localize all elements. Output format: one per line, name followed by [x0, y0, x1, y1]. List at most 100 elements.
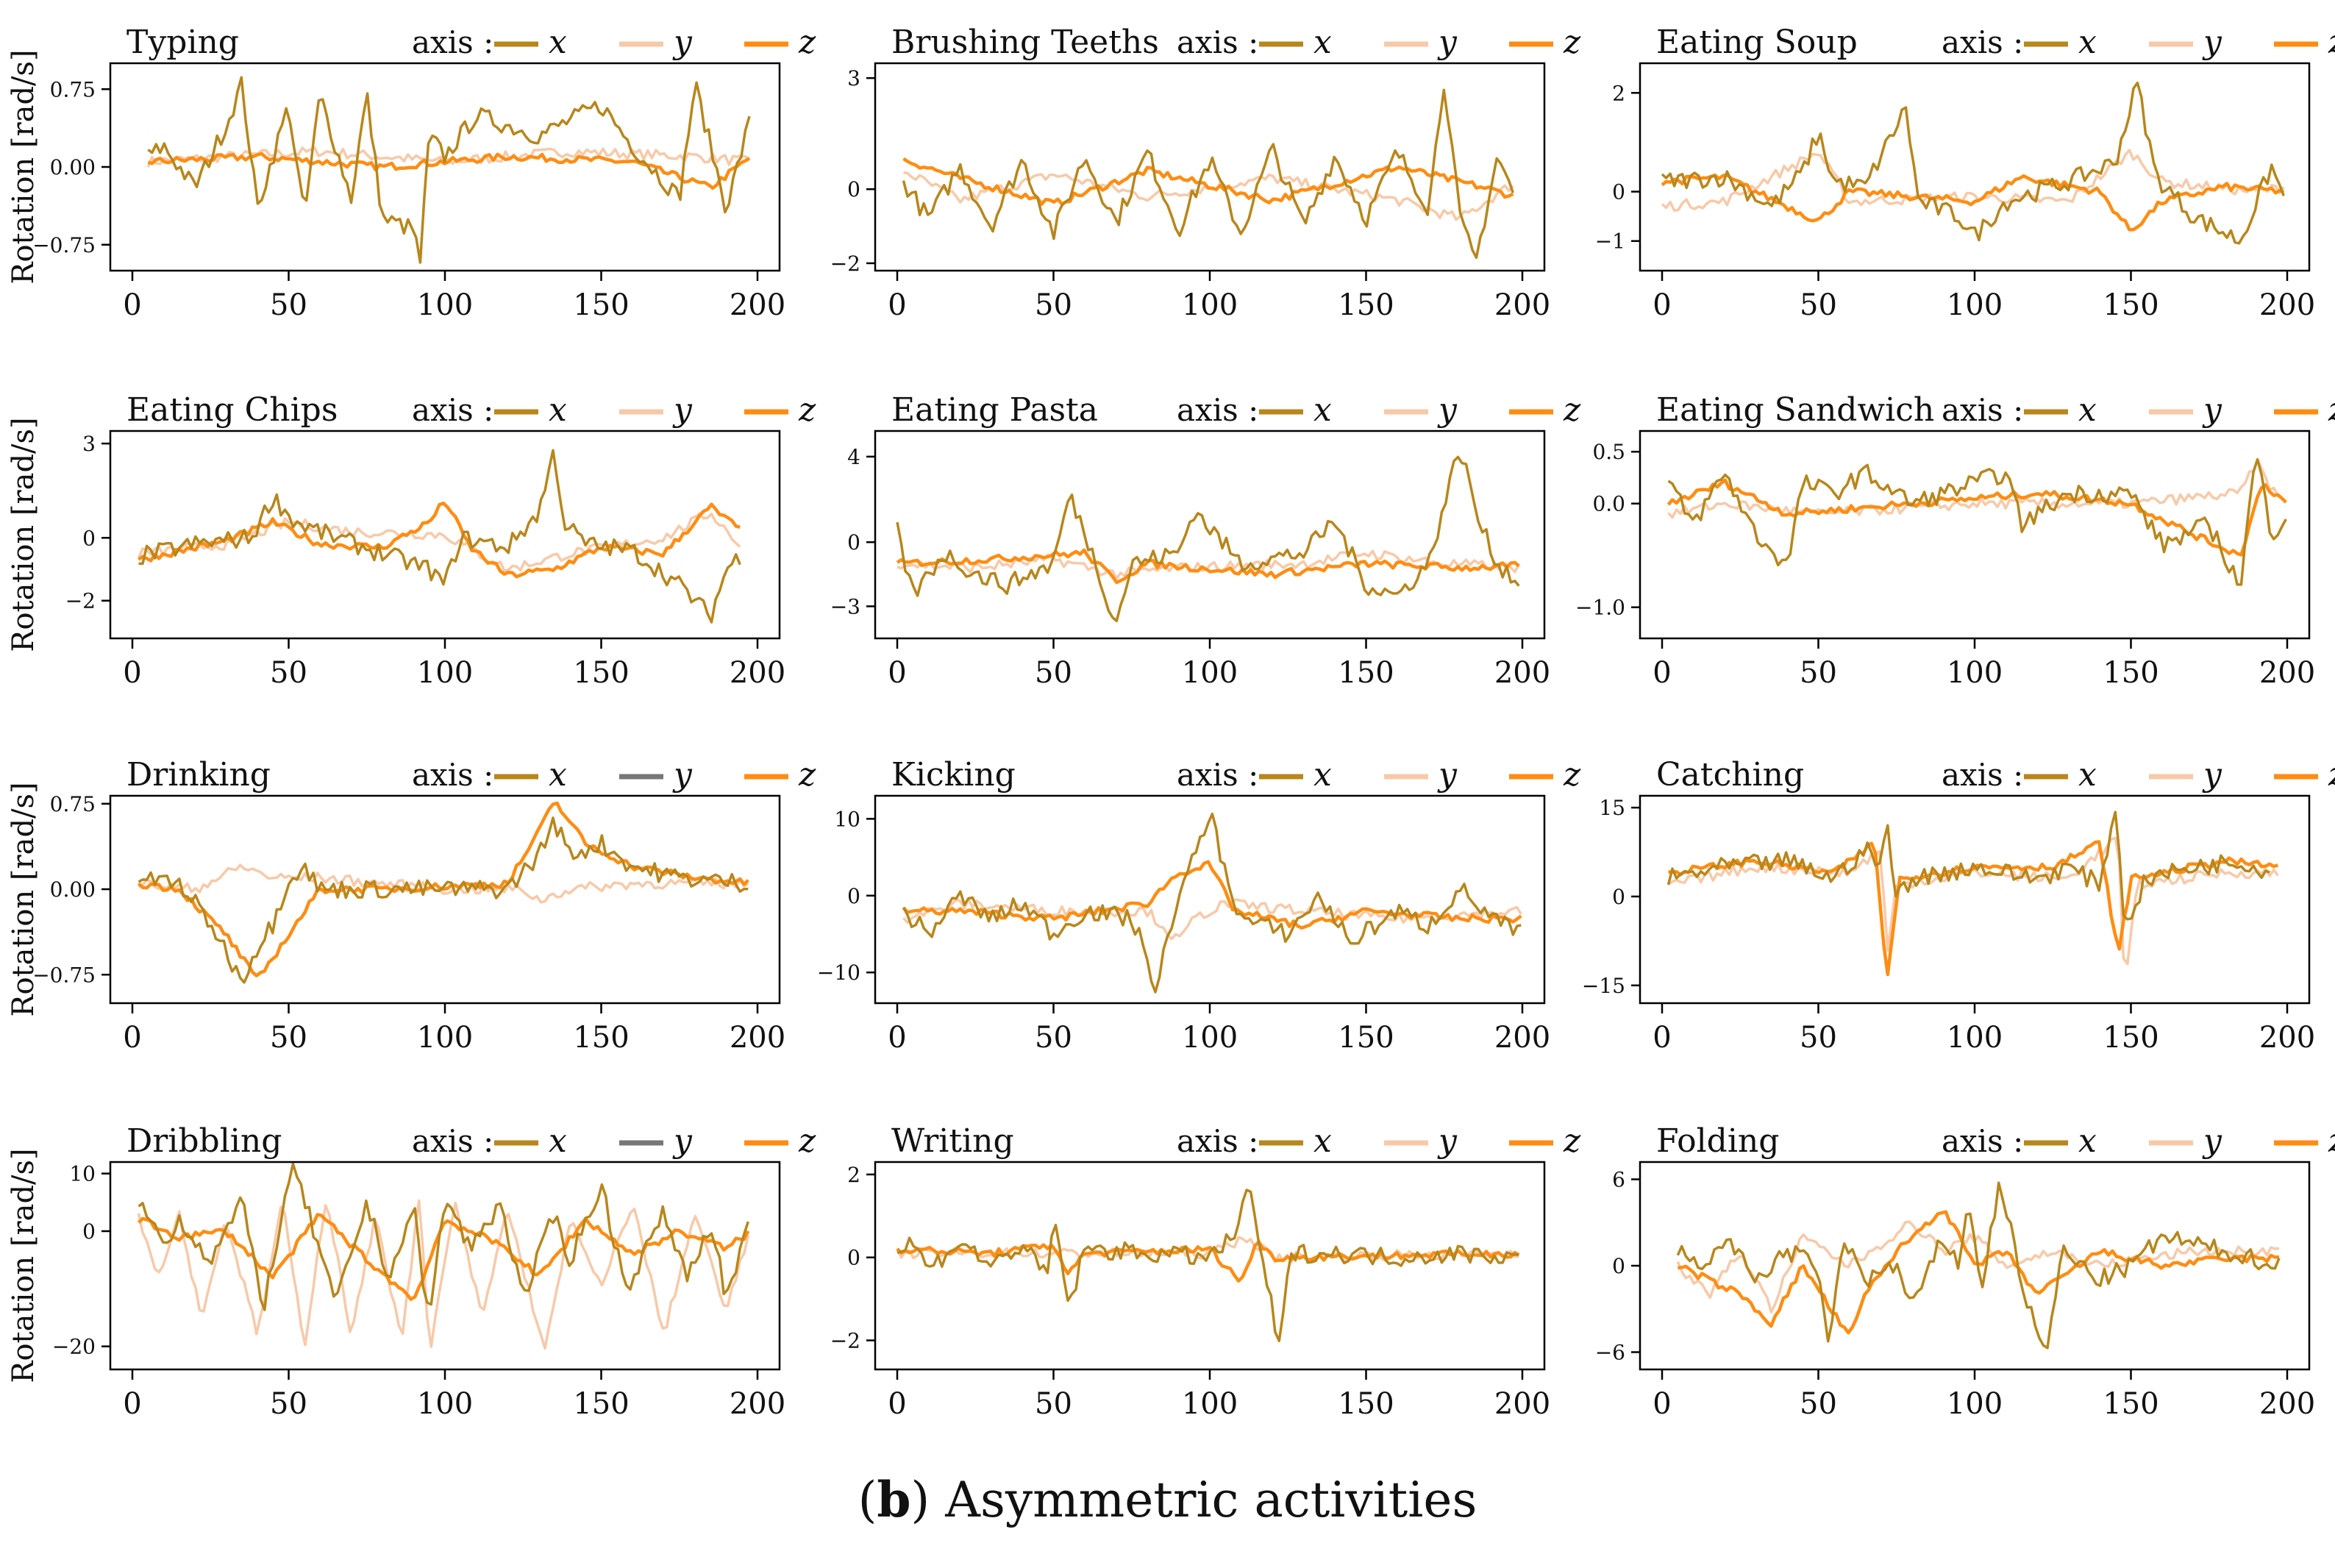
x-tick-label: 0: [1653, 1387, 1671, 1421]
chart-title: Eating Soup: [1656, 24, 1858, 61]
series-line-x: [1666, 810, 2270, 921]
plot-frame: [874, 1161, 1546, 1371]
chart-title: Kicking: [891, 756, 1016, 794]
legend-title: axis :: [1177, 757, 1258, 793]
legend-title: axis :: [412, 1123, 493, 1159]
y-axis-label: Rotation [rad/s]: [7, 1148, 40, 1383]
legend-title: axis :: [1942, 392, 2023, 428]
x-tick-label: 50: [270, 1387, 307, 1421]
legend-label-x: x: [2078, 391, 2097, 429]
x-tick-label: 150: [1338, 656, 1394, 690]
x-tick-label: 150: [573, 1387, 629, 1421]
legend-label-z: z: [798, 24, 816, 61]
legend-label-x: x: [549, 24, 567, 61]
x-tick-label: 50: [1035, 656, 1072, 690]
legend-label-z: z: [2328, 391, 2335, 429]
plot-frame: [1639, 62, 2311, 272]
series-line-z: [1666, 478, 2287, 557]
x-tick-label: 50: [270, 656, 307, 690]
chart-eating-chips: 3 0 −2 0 50 100 150 200 Eating Chips axis : x y z Rot…: [7, 391, 816, 690]
y-tick-label: −1.0: [1575, 596, 1625, 620]
y-tick-label: 0: [847, 884, 860, 908]
legend-label-x: x: [1313, 391, 1332, 429]
x-tick-label: 200: [730, 1021, 785, 1055]
legend-label-y: y: [672, 24, 693, 61]
legend-label-y: y: [1437, 391, 1458, 429]
x-tick-label: 0: [888, 1387, 906, 1421]
series-line-x: [1667, 457, 2287, 586]
y-tick-label: 0.75: [50, 77, 96, 101]
y-tick-label: −0.75: [32, 233, 96, 257]
series-line-z: [137, 801, 749, 977]
x-tick-label: 100: [1947, 656, 2003, 690]
legend-label-x: x: [2078, 1122, 2097, 1160]
series-line-y: [896, 549, 1520, 580]
series-line-y: [146, 146, 750, 168]
chart-title: Eating Chips: [126, 391, 338, 429]
x-tick-label: 0: [123, 656, 141, 690]
y-tick-label: −0.75: [32, 963, 96, 987]
legend-label-y: y: [1437, 756, 1458, 794]
chart-drinking: 0.75 0.00 −0.75 0 50 100 150 200 Drinking axis : x…: [7, 756, 816, 1055]
y-tick-label: −1: [1595, 229, 1625, 254]
x-tick-label: 150: [2103, 656, 2158, 690]
x-tick-label: 0: [123, 1387, 141, 1421]
series-line-y: [138, 863, 749, 904]
legend-label-y: y: [1437, 24, 1458, 61]
x-tick-label: 0: [1653, 288, 1671, 322]
y-axis-label: Rotation [rad/s]: [7, 417, 40, 652]
series-line-y: [1676, 1220, 2280, 1314]
series-line-y: [137, 512, 741, 572]
series-line-x: [902, 88, 1514, 260]
x-tick-label: 0: [1653, 656, 1671, 690]
y-tick-label: −2: [830, 252, 860, 276]
x-tick-label: 200: [730, 656, 785, 690]
series-line-z: [896, 548, 1520, 585]
chart-eating-sandwich: 0.5 0.0 −1.0 0 50 100 150 200 Eating Sandwich axi…: [1575, 391, 2335, 690]
legend-label-x: x: [1313, 1122, 1332, 1160]
x-tick-label: 200: [1494, 1387, 1550, 1421]
x-tick-label: 100: [417, 1021, 473, 1055]
figure-caption: (b) Asymmetric activities: [858, 1471, 1477, 1528]
x-tick-label: 100: [1182, 656, 1238, 690]
x-tick-label: 150: [1338, 1021, 1394, 1055]
x-tick-label: 150: [573, 1021, 629, 1055]
x-tick-label: 100: [1182, 1021, 1238, 1055]
series-line-x: [902, 812, 1522, 994]
series-line-x: [147, 76, 751, 264]
chart-title: Catching: [1656, 756, 1804, 794]
legend-label-y: y: [2202, 1122, 2222, 1160]
chart-title: Drinking: [126, 756, 271, 794]
legend-label-z: z: [2328, 24, 2335, 61]
legend-label-y: y: [2202, 756, 2222, 794]
x-tick-label: 200: [1494, 1021, 1550, 1055]
x-tick-label: 50: [1800, 1387, 1837, 1421]
x-tick-label: 100: [1182, 1387, 1238, 1421]
x-tick-label: 0: [123, 288, 141, 322]
y-tick-label: −3: [830, 594, 860, 619]
plot-frame: [109, 62, 781, 272]
x-tick-label: 100: [1182, 288, 1238, 322]
legend-label-y: y: [2202, 391, 2222, 429]
y-tick-label: 4: [847, 445, 860, 469]
y-tick-label: 0.75: [50, 792, 96, 816]
plot-frame: [109, 794, 781, 1005]
legend-label-z: z: [798, 1122, 816, 1160]
y-tick-label: 0: [82, 526, 96, 550]
y-tick-label: 10: [69, 1162, 96, 1186]
chart-eating-pasta: 4 0 −3 0 50 100 150 200 Eating Pasta axis : x y z: [830, 391, 1581, 690]
y-tick-label: 3: [82, 432, 96, 456]
series-line-y: [137, 1199, 750, 1350]
y-tick-label: 0: [847, 177, 860, 202]
y-tick-label: 6: [1612, 1168, 1625, 1192]
x-tick-label: 0: [1653, 1021, 1671, 1055]
x-tick-label: 50: [1035, 288, 1072, 322]
chart-title: Typing: [126, 24, 239, 61]
series-line-x: [138, 449, 741, 624]
y-tick-label: −20: [52, 1335, 96, 1359]
chart-title: Eating Sandwich: [1656, 391, 1934, 429]
legend-title: axis :: [1177, 392, 1258, 428]
x-tick-label: 50: [1035, 1387, 1072, 1421]
series-line-y: [903, 171, 1514, 221]
x-tick-label: 0: [888, 656, 906, 690]
